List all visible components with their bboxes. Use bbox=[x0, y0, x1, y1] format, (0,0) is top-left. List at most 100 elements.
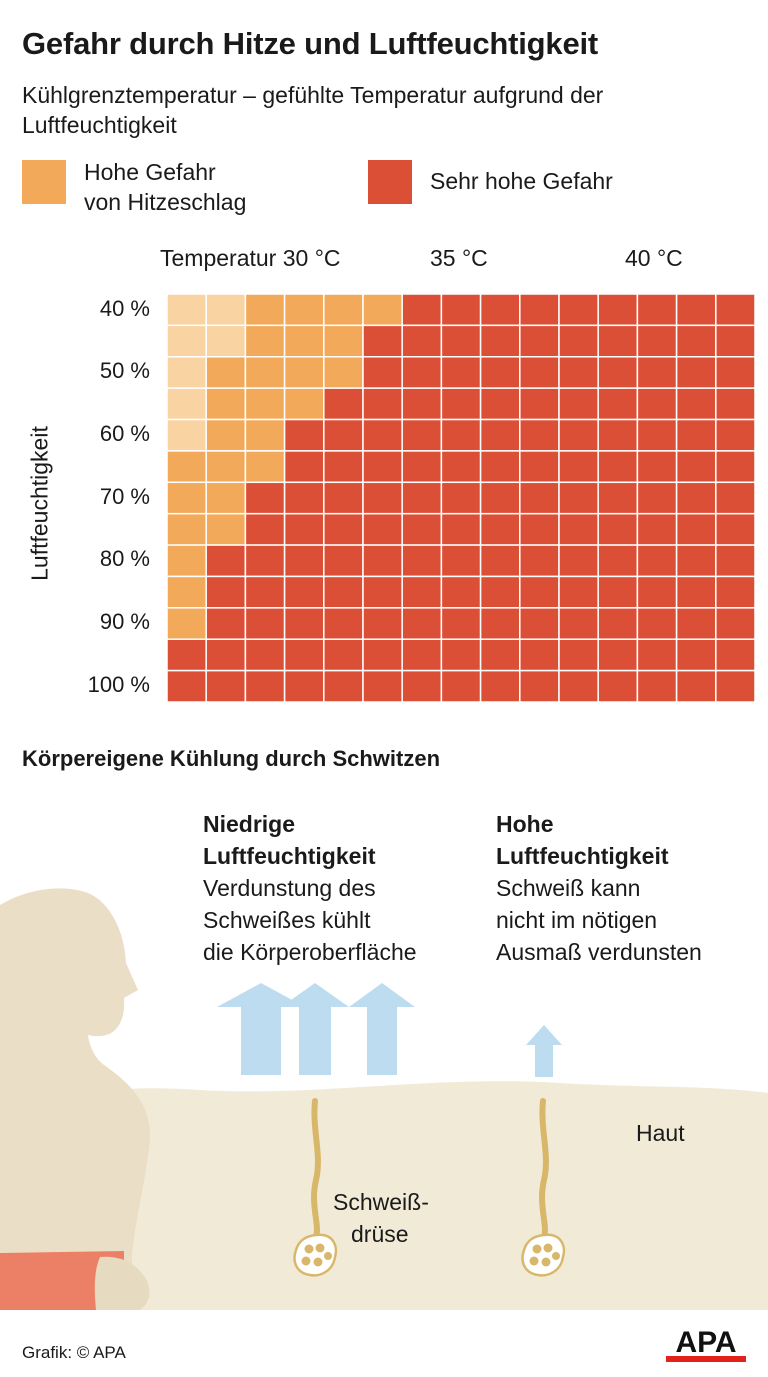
heatmap-cell-r3-c8 bbox=[479, 387, 521, 421]
heatmap-cell-r7-c8 bbox=[479, 512, 521, 546]
shorts bbox=[0, 1251, 124, 1310]
heatmap-cell-r1-c7 bbox=[440, 324, 482, 358]
low-humidity-text: Niedrige Luftfeuchtigkeit Verdunstung de… bbox=[203, 808, 417, 968]
gland-label-line-2: drüse bbox=[351, 1221, 409, 1247]
heatmap-cell-r9-c13 bbox=[675, 575, 717, 609]
heatmap-cell-r8-c12 bbox=[636, 544, 678, 578]
heatmap-cell-r6-c3 bbox=[283, 481, 325, 515]
heatmap-cell-r1-c9 bbox=[519, 324, 560, 358]
heatmap-cell-r10-c12 bbox=[636, 607, 678, 640]
heatmap-cell-r0-c5 bbox=[362, 294, 403, 327]
heatmap-cell-r0-c0 bbox=[167, 294, 207, 327]
heatmap-cell-r11-c1 bbox=[205, 638, 247, 672]
skin-label: Haut bbox=[636, 1120, 685, 1146]
heatmap-cell-r7-c9 bbox=[519, 512, 560, 546]
high-humidity-line-1: Schweiß kann bbox=[496, 875, 641, 901]
heatmap-cell-r11-c5 bbox=[362, 638, 403, 672]
heatmap-cell-r1-c8 bbox=[479, 324, 521, 358]
heatmap-cell-r0-c3 bbox=[283, 294, 325, 327]
subtitle: Kühlgrenztemperatur – gefühlte Temperatu… bbox=[22, 82, 604, 138]
heatmap-cell-r9-c7 bbox=[440, 575, 482, 609]
heatmap-cell-r11-c4 bbox=[323, 638, 364, 672]
low-humidity-line-1: Verdunstung des bbox=[203, 875, 376, 901]
evaporation-arrow-1 bbox=[217, 983, 305, 1075]
heatmap-cell-r10-c10 bbox=[558, 607, 599, 640]
heatmap-cell-r10-c2 bbox=[244, 607, 286, 640]
heatmap-cell-r4-c8 bbox=[479, 418, 521, 452]
heatmap-cell-r10-c8 bbox=[479, 607, 521, 640]
heatmap-cell-r7-c12 bbox=[636, 512, 678, 546]
heatmap-cell-r1-c0 bbox=[167, 324, 207, 358]
heatmap-cell-r9-c5 bbox=[362, 575, 403, 609]
heatmap-cell-r9-c12 bbox=[636, 575, 678, 609]
heatmap-cell-r4-c3 bbox=[283, 418, 325, 452]
high-humidity-heading-1: Hohe bbox=[496, 811, 554, 837]
heatmap-cell-r7-c6 bbox=[401, 512, 443, 546]
heatmap-cell-r12-c14 bbox=[715, 669, 755, 702]
heatmap-cell-r2-c5 bbox=[362, 356, 403, 389]
heatmap-cell-r6-c13 bbox=[675, 481, 717, 515]
heatmap-cell-r4-c5 bbox=[362, 418, 403, 452]
heatmap-cell-r8-c1 bbox=[205, 544, 247, 578]
heatmap-cell-r2-c11 bbox=[597, 356, 639, 389]
heatmap-cell-r10-c1 bbox=[205, 607, 247, 640]
heatmap-cell-r9-c0 bbox=[167, 575, 207, 609]
x-tick-label-40: 40 °C bbox=[625, 245, 683, 271]
heatmap-cell-r11-c10 bbox=[558, 638, 599, 672]
gland-label-line-1: Schweiß- bbox=[333, 1189, 429, 1215]
heatmap-cell-r2-c7 bbox=[440, 356, 482, 389]
heatmap-cell-r6-c8 bbox=[479, 481, 521, 515]
heatmap-cell-r0-c11 bbox=[597, 294, 639, 327]
heatmap-cell-r11-c3 bbox=[283, 638, 325, 672]
heatmap-cell-r9-c8 bbox=[479, 575, 521, 609]
heatmap-cell-r11-c7 bbox=[440, 638, 482, 672]
heatmap-cell-r10-c9 bbox=[519, 607, 560, 640]
heatmap-cell-r6-c14 bbox=[715, 481, 755, 515]
skin-layer bbox=[0, 1081, 768, 1310]
heatmap-cell-r5-c7 bbox=[440, 450, 482, 484]
heatmap-cell-r12-c8 bbox=[479, 669, 521, 702]
gland-label: Schweiß- drüse bbox=[333, 1186, 429, 1250]
heatmap-cell-r1-c13 bbox=[675, 324, 717, 358]
sweating-illustration bbox=[0, 888, 768, 1310]
heatmap-cell-r8-c5 bbox=[362, 544, 403, 578]
heatmap-cell-r3-c9 bbox=[519, 387, 560, 421]
heatmap-cell-r5-c2 bbox=[244, 450, 286, 484]
heatmap-cell-r10-c13 bbox=[675, 607, 717, 640]
heatmap-cell-r5-c5 bbox=[362, 450, 403, 484]
section-title-cooling: Körpereigene Kühlung durch Schwitzen bbox=[22, 746, 441, 771]
heatmap-cell-r5-c12 bbox=[636, 450, 678, 484]
heatmap-cell-r7-c13 bbox=[675, 512, 717, 546]
heatmap-cell-r4-c12 bbox=[636, 418, 678, 452]
heatmap-cell-r3-c11 bbox=[597, 387, 639, 421]
heatmap-cell-r5-c10 bbox=[558, 450, 599, 484]
heatmap-cell-r7-c4 bbox=[323, 512, 364, 546]
heatmap-cell-r8-c9 bbox=[519, 544, 560, 578]
heatmap-cell-r1-c5 bbox=[362, 324, 403, 358]
high-humidity-text: Hohe Luftfeuchtigkeit Schweiß kann nicht… bbox=[496, 808, 702, 968]
heatmap-cell-r6-c2 bbox=[244, 481, 286, 515]
heatmap-cell-r4-c11 bbox=[597, 418, 639, 452]
heatmap-cell-r10-c0 bbox=[167, 607, 207, 640]
heatmap-cell-r8-c8 bbox=[479, 544, 521, 578]
heatmap-cell-r2-c2 bbox=[244, 356, 286, 389]
heatmap-cell-r4-c7 bbox=[440, 418, 482, 452]
heatmap-cell-r12-c3 bbox=[283, 669, 325, 702]
low-humidity-heading-2: Luftfeuchtigkeit bbox=[203, 843, 376, 869]
evaporation-arrow-2 bbox=[281, 983, 349, 1075]
heatmap-cell-r3-c1 bbox=[205, 387, 247, 421]
heatmap-cell-r11-c2 bbox=[244, 638, 286, 672]
heatmap-cell-r9-c3 bbox=[283, 575, 325, 609]
heatmap-cell-r3-c10 bbox=[558, 387, 599, 421]
heatmap-cell-r11-c14 bbox=[715, 638, 755, 672]
heatmap-cell-r10-c5 bbox=[362, 607, 403, 640]
heatmap-cell-r11-c8 bbox=[479, 638, 521, 672]
heatmap-cell-r5-c0 bbox=[167, 450, 207, 484]
high-humidity-line-3: Ausmaß verdunsten bbox=[496, 939, 702, 965]
heatmap-cell-r4-c14 bbox=[715, 418, 755, 452]
heatmap-cell-r12-c2 bbox=[244, 669, 286, 702]
heatmap-cell-r10-c4 bbox=[323, 607, 364, 640]
heatmap-cell-r8-c0 bbox=[167, 544, 207, 578]
heatmap-cell-r0-c2 bbox=[244, 294, 286, 327]
heatmap-cell-r12-c5 bbox=[362, 669, 403, 702]
